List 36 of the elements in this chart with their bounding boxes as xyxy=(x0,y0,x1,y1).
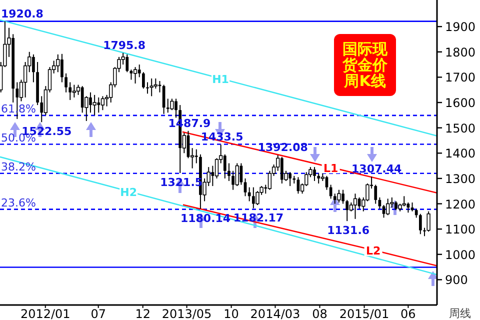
x-tick-label: 10 xyxy=(224,307,239,320)
y-tick-label: 1000 xyxy=(445,248,476,262)
series-label: H1 xyxy=(212,72,229,86)
y-tick-label: 1100 xyxy=(445,222,476,237)
x-tick-label: 12 xyxy=(135,307,150,320)
annotation: 1182.17 xyxy=(233,211,284,224)
x-tick-label: 2012/01 xyxy=(20,307,70,320)
series-label: L2 xyxy=(366,244,381,258)
text: 国际现货金价周K线 xyxy=(342,40,388,90)
y-tick-label: 1200 xyxy=(445,197,476,212)
x-axis-title: 周线 xyxy=(449,307,471,320)
annotation: 38.2% xyxy=(1,160,36,174)
x-tick-label: 2014/03 xyxy=(250,307,300,320)
annotation: 1392.08 xyxy=(258,141,308,154)
annotation: 1131.6 xyxy=(327,224,370,238)
y-tick-label: 1700 xyxy=(445,70,476,85)
annotation: 1307.44 xyxy=(352,162,402,176)
x-tick-label: 06 xyxy=(400,307,416,320)
annotation: 1180.14 xyxy=(180,212,231,225)
x-tick-label: 2013/05 xyxy=(162,307,212,320)
y-tick-label: 1600 xyxy=(445,96,476,110)
annotation: 1795.8 xyxy=(103,38,146,52)
x-tick-label: 07 xyxy=(90,307,106,320)
series-label: L1 xyxy=(323,162,338,175)
y-tick-label: 1400 xyxy=(445,146,476,161)
x-tick-label: 08 xyxy=(312,307,328,320)
y-tick-label: 1300 xyxy=(445,172,476,186)
annotation: 23.6% xyxy=(1,196,36,210)
annotation: 1920.8 xyxy=(1,7,44,20)
y-tick-label: 900 xyxy=(445,273,468,288)
x-tick-label: 2015/01 xyxy=(339,307,390,320)
y-tick-label: 1500 xyxy=(445,121,476,136)
series-label: H2 xyxy=(120,186,138,199)
annotation: 1433.5 xyxy=(200,130,244,144)
y-tick-label: 1900 xyxy=(445,20,476,34)
y-tick-label: 1800 xyxy=(445,45,476,60)
